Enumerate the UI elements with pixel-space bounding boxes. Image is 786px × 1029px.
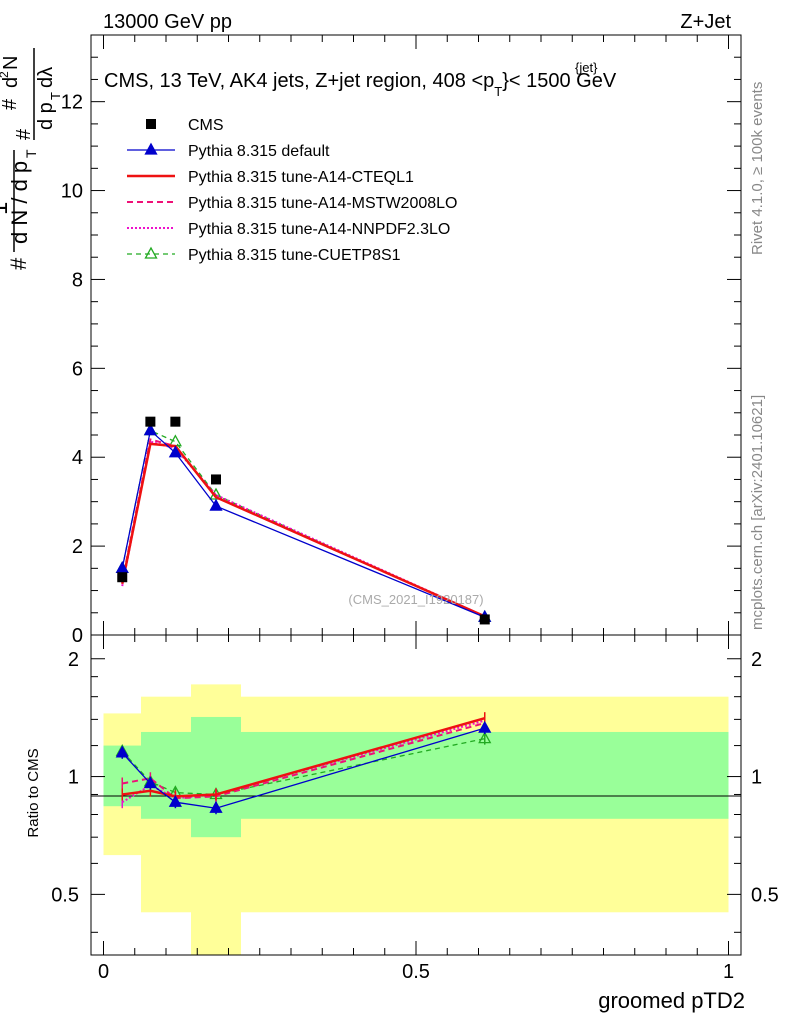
series-cms — [117, 416, 490, 625]
main-ytick-label: 4 — [72, 447, 83, 469]
series-line-nnpdf — [121, 440, 486, 618]
ratio-ytick-label: 0.5 — [51, 884, 79, 906]
marker-cms — [211, 474, 221, 485]
legend-marker-cms — [146, 119, 156, 129]
main-ytick-label: 10 — [61, 181, 83, 203]
marker-cms — [117, 572, 128, 583]
xtick-label: 1 — [723, 961, 734, 983]
plot-title: CMS, 13 TeV, AK4 jets, Z+jet region, 408… — [104, 70, 617, 99]
marker-default — [209, 800, 223, 813]
marker-cms — [479, 614, 490, 625]
svg-text:#: # — [0, 98, 21, 110]
rivet-label: Rivet 4.1.0, ≥ 100k events — [749, 82, 766, 255]
legend-item-cteql1: Pythia 8.315 tune-A14-CTEQL1 — [127, 169, 414, 186]
series-line-cuetp — [121, 429, 486, 618]
svg-text:d N / d p: d N / d p — [7, 161, 32, 244]
legend-label: Pythia 8.315 tune-A14-MSTW2008LO — [188, 195, 457, 212]
legend: CMS Pythia 8.315 default Pythia 8.315 tune… — [127, 117, 457, 264]
mcplots-label: mcplots.cern.ch [arXiv:2401.10621] — [749, 395, 766, 630]
ratio-panel: 0.5 0.5 1 1 2 2 0 0.5 1 Ratio to CMS groomed pT… — [25, 634, 779, 1013]
main-ytick-label: 6 — [72, 358, 83, 380]
xtick-label: 0 — [98, 961, 109, 983]
marker-cms — [145, 416, 156, 427]
legend-marker-default — [144, 142, 158, 155]
legend-label: CMS — [188, 117, 224, 134]
series-line-cuetp — [121, 738, 485, 796]
main-ytick-label: 0 — [72, 625, 83, 647]
legend-label: Pythia 8.315 default — [188, 143, 330, 160]
series-nnpdf — [121, 440, 486, 618]
legend-item-cuetp: Pythia 8.315 tune-CUETP8S1 — [127, 246, 401, 264]
marker-default — [168, 794, 182, 807]
main-ytick-label: 8 — [72, 269, 83, 291]
legend-marker-cuetp — [144, 246, 158, 259]
svg-text:2: 2 — [0, 71, 11, 78]
uncertainty-band-inner — [191, 716, 241, 838]
header-right: Z+Jet — [680, 11, 731, 33]
marker-cms — [170, 416, 181, 427]
marker-default — [115, 745, 129, 758]
header-left: 13000 GeV pp — [103, 11, 232, 33]
svg-text:d p: d p — [35, 102, 57, 130]
legend-item-nnpdf: Pythia 8.315 tune-A14-NNPDF2.3LO — [127, 221, 450, 238]
ratio-ytick-label-right: 2 — [751, 649, 762, 671]
svg-text:N: N — [0, 56, 22, 70]
series-default — [115, 720, 492, 815]
main-ytick-label: 2 — [72, 536, 83, 558]
series-line-cteql1 — [121, 442, 486, 618]
svg-text:dλ: dλ — [35, 67, 57, 88]
svg-text:T: T — [48, 92, 63, 100]
uncertainty-band-inner — [141, 731, 191, 819]
marker-default — [168, 445, 182, 458]
ratio-ylabel: Ratio to CMS — [25, 748, 42, 837]
svg-text:#: # — [6, 257, 31, 270]
svg-text:d: d — [0, 77, 22, 88]
plot-title-sup: {jet} — [575, 60, 598, 75]
series-default — [115, 423, 492, 622]
series-cteql1 — [121, 442, 486, 618]
series-line-default — [121, 429, 485, 618]
svg-text:T: T — [23, 149, 39, 158]
legend-item-mstw: Pythia 8.315 tune-A14-MSTW2008LO — [127, 195, 457, 212]
legend-item-cms: CMS — [146, 117, 224, 134]
legend-item-default: Pythia 8.315 default — [127, 142, 330, 160]
legend-label: Pythia 8.315 tune-A14-NNPDF2.3LO — [188, 221, 450, 238]
x-axis-label: groomed pTD2 — [598, 988, 745, 1013]
marker-default — [478, 720, 492, 733]
main-ylabel: # d N / d p T 1 # d p T dλ # d 2 N — [0, 48, 63, 270]
legend-label: Pythia 8.315 tune-A14-CTEQL1 — [188, 169, 414, 186]
ratio-ytick-label-right: 1 — [751, 767, 762, 789]
watermark: (CMS_2021_I1920187) — [348, 592, 483, 607]
marker-default — [209, 498, 223, 511]
ratio-ytick-label: 1 — [68, 767, 79, 789]
ratio-ytick-label-right: 0.5 — [751, 884, 779, 906]
main-ytick-label: 12 — [61, 92, 83, 114]
uncertainty-band-inner — [241, 731, 729, 819]
marker-default — [143, 776, 157, 789]
marker-default — [143, 423, 157, 436]
xtick-label: 0.5 — [402, 961, 430, 983]
ratio-ytick-label: 2 — [68, 649, 79, 671]
legend-label: Pythia 8.315 tune-CUETP8S1 — [188, 247, 401, 264]
marker-cuetp — [478, 731, 492, 744]
svg-text:#: # — [13, 128, 35, 140]
svg-text:1: 1 — [0, 202, 13, 215]
main-panel: 0 2 4 6 8 10 12 (CMS_2021_I1920187) CMS, 13 Te… — [61, 34, 742, 647]
series-line-mstw — [121, 438, 486, 618]
series-mstw — [121, 438, 486, 618]
